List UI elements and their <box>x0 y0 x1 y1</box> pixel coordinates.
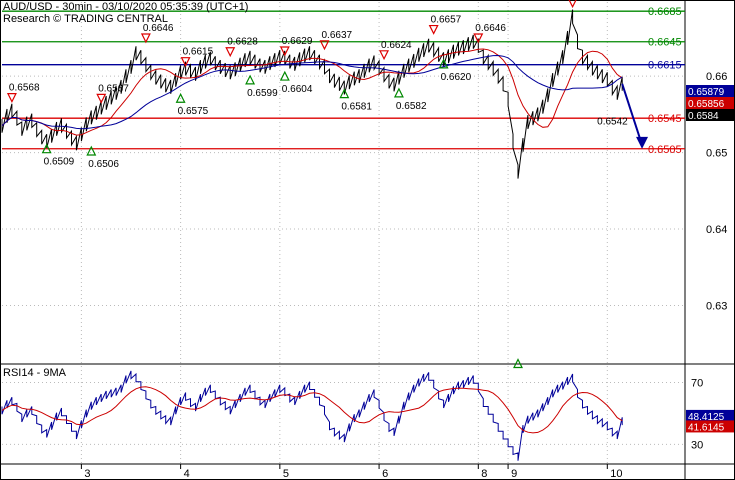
buy-marker-icon <box>41 143 52 154</box>
sell-marker-icon <box>279 46 290 57</box>
swing-low-label: 0.6575 <box>178 106 209 117</box>
ma-slow-line <box>1 54 623 130</box>
buy-marker-icon <box>513 358 523 369</box>
swing-high-label: 0.6624 <box>381 40 412 51</box>
buy-marker-icon <box>279 70 290 81</box>
rsi-tick-label-30: 30 <box>691 439 703 451</box>
sell-marker-icon <box>568 0 577 9</box>
sell-marker-icon <box>428 24 439 35</box>
swing-high-label: 0.6568 <box>9 83 40 94</box>
price-badge-label: 0.6584 <box>688 111 719 122</box>
sell-marker-icon <box>140 33 151 44</box>
projection-arrow-head <box>636 136 649 149</box>
y-tick-label-0.65: 0.65 <box>706 148 727 160</box>
swing-low-label: 0.6599 <box>247 88 278 99</box>
swing-high-label: 0.6637 <box>322 30 353 41</box>
rsi-line <box>1 370 623 461</box>
price-badge <box>686 97 734 109</box>
rsi-badge <box>686 409 734 422</box>
sell-marker-icon <box>96 93 107 104</box>
sell-marker-icon <box>180 57 191 68</box>
sell-marker-icon <box>319 40 330 51</box>
rsi-badge-label: 41.6145 <box>688 422 725 433</box>
price-series-line <box>1 9 623 179</box>
price-badge-label: 0.65856 <box>688 99 725 110</box>
swing-low-label: 0.6620 <box>441 72 472 83</box>
swing-high-label: 0.6646 <box>143 23 174 34</box>
rsi-badge-label: 48.4125 <box>688 412 725 423</box>
rsi-tick-label-70: 70 <box>691 377 703 389</box>
price-badge-label: 0.65879 <box>688 87 725 98</box>
buy-marker-icon <box>339 88 350 99</box>
y-tick-label-0.63: 0.63 <box>706 300 727 312</box>
swing-low-label: 0.6509 <box>44 157 75 168</box>
swing-high-label: 0.6629 <box>282 36 313 47</box>
swing-high-label: 0.6615 <box>183 47 214 58</box>
time-axis: 3 4 5 6 8 9 10 <box>80 464 623 480</box>
x-tick-label-5: 5 <box>283 468 289 480</box>
buy-marker-icon <box>175 92 186 103</box>
buy-marker-icon <box>393 87 404 98</box>
buy-marker-icon <box>86 145 97 156</box>
sell-marker-icon <box>379 50 390 61</box>
sell-marker-icon <box>6 92 17 103</box>
projection-arrow-line <box>621 83 643 146</box>
support-level-label: 0.6545 <box>648 113 682 125</box>
swing-low-label: 0.6506 <box>88 159 119 170</box>
price-badge <box>686 109 734 121</box>
buy-marker-icon <box>245 74 256 85</box>
sell-marker-icon <box>225 47 236 58</box>
swing-low-label: 0.6581 <box>341 102 372 113</box>
resistance-level-label: 0.6685 <box>648 6 682 18</box>
rsi-ma-line <box>1 386 623 434</box>
chart-subtitle: Research © TRADING CENTRAL <box>3 13 168 25</box>
swing-high-label: 0.6646 <box>475 23 506 34</box>
swing-high-label: 0.6628 <box>227 37 258 48</box>
price-badge <box>686 85 734 97</box>
target-label: 0.6542 <box>597 116 628 127</box>
ma-fast-line <box>1 48 623 136</box>
swing-high-label: 0.6657 <box>431 15 462 26</box>
x-tick-label-8: 8 <box>481 468 487 480</box>
x-tick-label-6: 6 <box>382 468 388 480</box>
chart-title: AUD/USD - 30min - 03/10/2020 05:35:39 (U… <box>3 1 249 13</box>
support-level-label: 0.6505 <box>648 144 682 156</box>
buy-marker-icon <box>438 58 449 69</box>
y-tick-label-0.66: 0.66 <box>706 71 727 83</box>
x-tick-label-9: 9 <box>511 468 517 480</box>
resistance-level-label: 0.6645 <box>648 37 682 49</box>
swing-high-label: 0.6567 <box>98 83 129 94</box>
swing-low-label: 0.6604 <box>282 84 313 95</box>
rsi-badge <box>686 420 734 433</box>
x-tick-label-3: 3 <box>84 468 90 480</box>
swing-low-label: 0.6582 <box>396 101 427 112</box>
x-tick-label-4: 4 <box>184 468 190 480</box>
pivot-level-label: 0.6615 <box>648 60 682 72</box>
rsi-title: RSI14 - 9MA <box>3 367 66 379</box>
y-tick-label-0.64: 0.64 <box>706 224 727 236</box>
sell-marker-icon <box>473 33 484 44</box>
x-tick-label-10: 10 <box>610 468 622 480</box>
